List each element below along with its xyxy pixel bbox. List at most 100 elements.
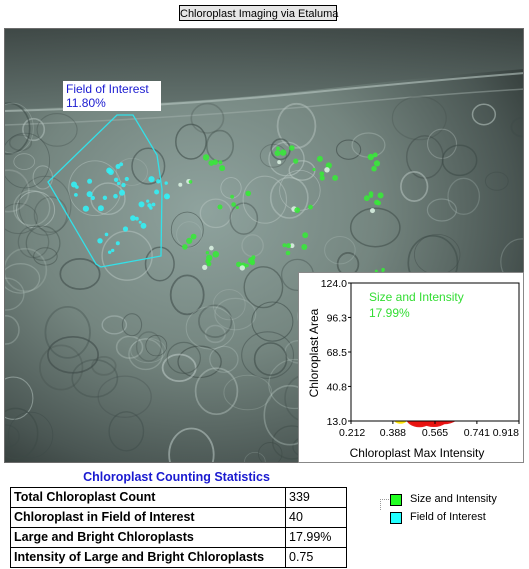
chloroplast-marker	[108, 250, 112, 254]
cell-outline	[471, 103, 497, 126]
chloroplast-marker	[218, 160, 223, 165]
cyan-chloroplast-markers	[71, 162, 170, 254]
stats-title: Chloroplast Counting Statistics	[83, 470, 270, 484]
x-tick-label: 0.741	[464, 427, 490, 439]
cell-outline	[108, 411, 145, 452]
chloroplast-marker	[289, 145, 295, 151]
legend: Size and Intensity Field of Interest	[380, 492, 520, 528]
chloroplast-marker	[182, 244, 188, 250]
chloroplast-marker	[119, 189, 125, 196]
chloroplast-marker	[301, 244, 308, 250]
cell-outline	[59, 258, 101, 290]
chloroplast-marker	[239, 265, 245, 271]
cell-outline	[190, 102, 225, 134]
chloroplast-marker	[113, 193, 118, 199]
chloroplast-marker	[188, 180, 193, 184]
cell-outline	[177, 345, 222, 379]
cell-outline	[269, 176, 309, 219]
chloroplast-marker	[97, 238, 103, 244]
chloroplast-marker	[151, 202, 156, 207]
green-swatch-icon	[390, 494, 402, 506]
cell-outline	[144, 246, 175, 282]
cell-outline	[447, 177, 481, 215]
chloroplast-marker	[116, 181, 121, 186]
cell-outline	[198, 304, 233, 338]
cell-outline	[25, 225, 61, 262]
cell-outline	[5, 132, 51, 189]
cell-outline	[91, 355, 117, 376]
chloroplast-marker	[111, 248, 115, 253]
cell-outline	[194, 367, 239, 416]
cell-outline	[220, 177, 242, 199]
chloroplast-marker	[121, 182, 126, 188]
cell-outline	[349, 207, 401, 248]
cell-outline	[176, 221, 203, 248]
cell-outline	[22, 117, 46, 142]
legend-item-size-intensity[interactable]: Size and Intensity	[380, 492, 520, 510]
chloroplast-marker	[277, 160, 282, 165]
chloroplast-marker	[209, 245, 214, 251]
chloroplast-marker	[324, 167, 330, 173]
chloroplast-marker	[374, 199, 380, 205]
cell-outline	[209, 345, 239, 373]
field-of-interest-outline[interactable]	[47, 114, 163, 268]
cell-outline	[169, 274, 205, 316]
cell-outline	[13, 189, 51, 227]
cell-outline	[168, 427, 215, 462]
chloroplast-marker	[154, 189, 160, 195]
chloroplast-marker	[138, 201, 145, 208]
chloroplast-marker	[219, 165, 226, 172]
chloroplast-marker	[285, 250, 291, 256]
cell-outline	[101, 230, 153, 281]
chloroplast-marker	[86, 191, 93, 198]
x-tick-label: 0.565	[422, 427, 448, 439]
cell-outline	[7, 411, 54, 459]
legend-item-field-of-interest[interactable]: Field of Interest	[380, 510, 520, 528]
table-row: Intensity of Large and Bright Chloroplas…	[10, 547, 347, 568]
y-axis-label: Chloroplast Area	[307, 308, 321, 397]
cell-outline	[185, 306, 235, 350]
cell-outline	[223, 374, 273, 411]
cell-outline	[391, 95, 447, 141]
chloroplast-marker	[289, 243, 295, 249]
cell-outline	[115, 335, 144, 359]
epidermis-inner-edge	[5, 88, 523, 126]
chloroplast-marker	[148, 176, 155, 183]
cell-outline	[5, 376, 34, 420]
chloroplast-marker	[280, 149, 287, 156]
cell-outline	[145, 334, 168, 357]
chloroplast-marker	[115, 164, 121, 169]
cell-outline	[276, 102, 317, 149]
cell-outline	[244, 452, 266, 462]
chloroplast-marker	[282, 243, 287, 248]
chloroplast-marker	[319, 171, 325, 177]
cell-outline	[5, 407, 39, 460]
cell-outline	[335, 139, 362, 160]
cell-outline	[13, 153, 36, 170]
stat-label: Intensity of Large and Bright Chloroplas…	[10, 547, 286, 568]
chloroplast-marker	[231, 202, 236, 207]
chloroplast-marker	[230, 194, 235, 199]
cell-outline	[47, 335, 99, 374]
chloroplast-marker	[82, 205, 89, 212]
chloroplast-marker	[90, 195, 95, 201]
cell-outline	[5, 424, 20, 449]
cell-outline	[135, 331, 162, 362]
chloroplast-marker	[163, 193, 170, 200]
cell-outline	[5, 203, 38, 235]
stat-label: Large and Bright Chloroplasts	[10, 527, 286, 548]
cell-outline	[251, 301, 294, 342]
chloroplast-marker	[138, 220, 142, 224]
table-row: Chloroplast in Field of Interest 40	[10, 507, 347, 528]
table-row: Total Chloroplast Count 339	[10, 487, 347, 508]
cell-outline	[324, 236, 356, 265]
chloroplast-marker	[71, 181, 77, 188]
chloroplast-marker	[276, 146, 280, 151]
chloroplast-marker	[106, 167, 113, 174]
chloroplast-marker	[373, 160, 381, 167]
chloroplast-marker	[146, 199, 150, 203]
cell-outline	[5, 277, 25, 311]
chloroplast-marker	[156, 179, 161, 184]
chloroplast-marker	[325, 162, 332, 169]
chloroplast-marker	[371, 165, 377, 172]
